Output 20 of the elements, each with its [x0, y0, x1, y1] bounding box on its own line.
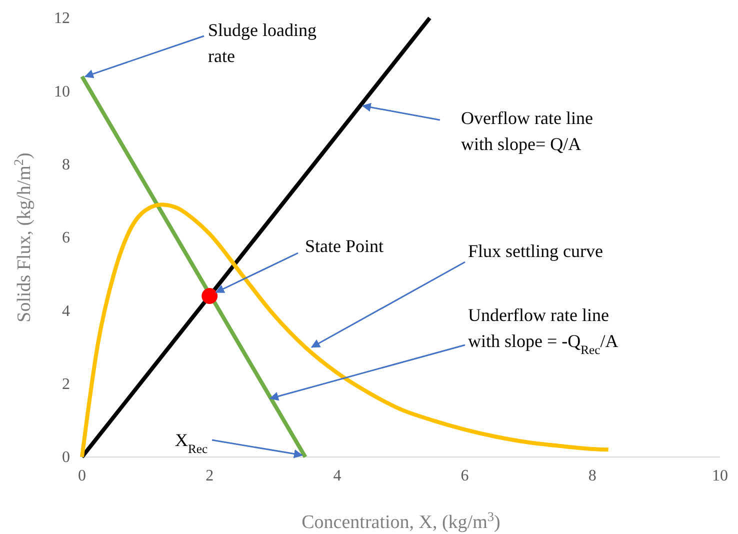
- x-tick-label: 0: [78, 467, 86, 484]
- y-tick-label: 8: [62, 156, 70, 174]
- annotation: Flux settling curve: [468, 241, 603, 261]
- y-tick-label: 4: [62, 302, 70, 320]
- y-tick-label: 12: [54, 10, 70, 28]
- y-tick-label: 2: [62, 376, 70, 393]
- annotation: Underflow rate line with slope = -Q$_{Rec}$/A: [468, 305, 618, 357]
- x-tick-label: 8: [588, 467, 596, 484]
- x-tick-label: 10: [712, 467, 728, 484]
- annotation: State Point: [305, 236, 384, 256]
- y-tick-label: 10: [54, 83, 70, 100]
- y-tick-label: 0: [62, 449, 70, 466]
- y-tick-label: 6: [62, 230, 70, 247]
- x-tick-label: 6: [460, 467, 469, 484]
- annotation: Overflow rate line with slope= Q/A: [461, 108, 593, 154]
- x-tick-label: 2: [206, 467, 214, 484]
- annotation: Sludge loading rate: [208, 20, 316, 66]
- annotation: X$_{Rec}$: [175, 430, 208, 456]
- x-tick-label: 4: [333, 467, 342, 484]
- x-axis-title: Concentration, X, (kg/m$^{3}$): [302, 508, 500, 533]
